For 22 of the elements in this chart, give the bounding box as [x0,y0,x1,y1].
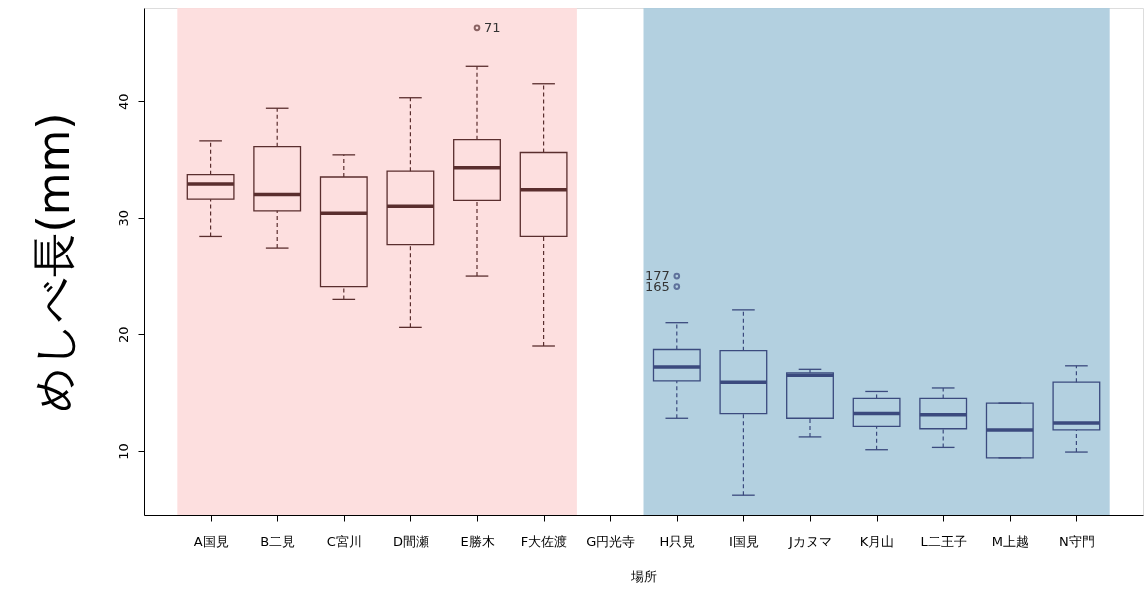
x-tick-label: G円光寺 [586,533,636,549]
x-tick-label: Jカヌマ [788,533,832,549]
x-axis-title: 場所 [630,568,657,584]
x-tick-label: B二見 [260,533,296,549]
x-tick-label: C宮川 [326,533,362,549]
y-tick-label: 10 [115,443,131,460]
y-tick-label: 20 [115,326,131,344]
x-tick-label: D間瀬 [392,533,429,549]
x-tick-label: A国見 [193,533,229,549]
x-tick-label: L二王子 [920,533,967,549]
y-tick-label: 40 [115,93,131,111]
annotation: 165 [644,278,670,294]
x-tick-label: H只見 [659,533,696,549]
y-axis-title: めしべ長(mm) [27,112,79,412]
y-tick-label: 30 [115,210,131,227]
x-tick-label: K月山 [859,533,895,549]
x-tick-label: E勝木 [460,533,495,549]
x-tick-label: I国見 [728,533,759,549]
x-tick-label: M上越 [991,533,1029,549]
x-tick-label: F大佐渡 [520,533,568,549]
annotation: 71 [484,19,501,35]
x-tick-label: N守門 [1059,533,1095,549]
